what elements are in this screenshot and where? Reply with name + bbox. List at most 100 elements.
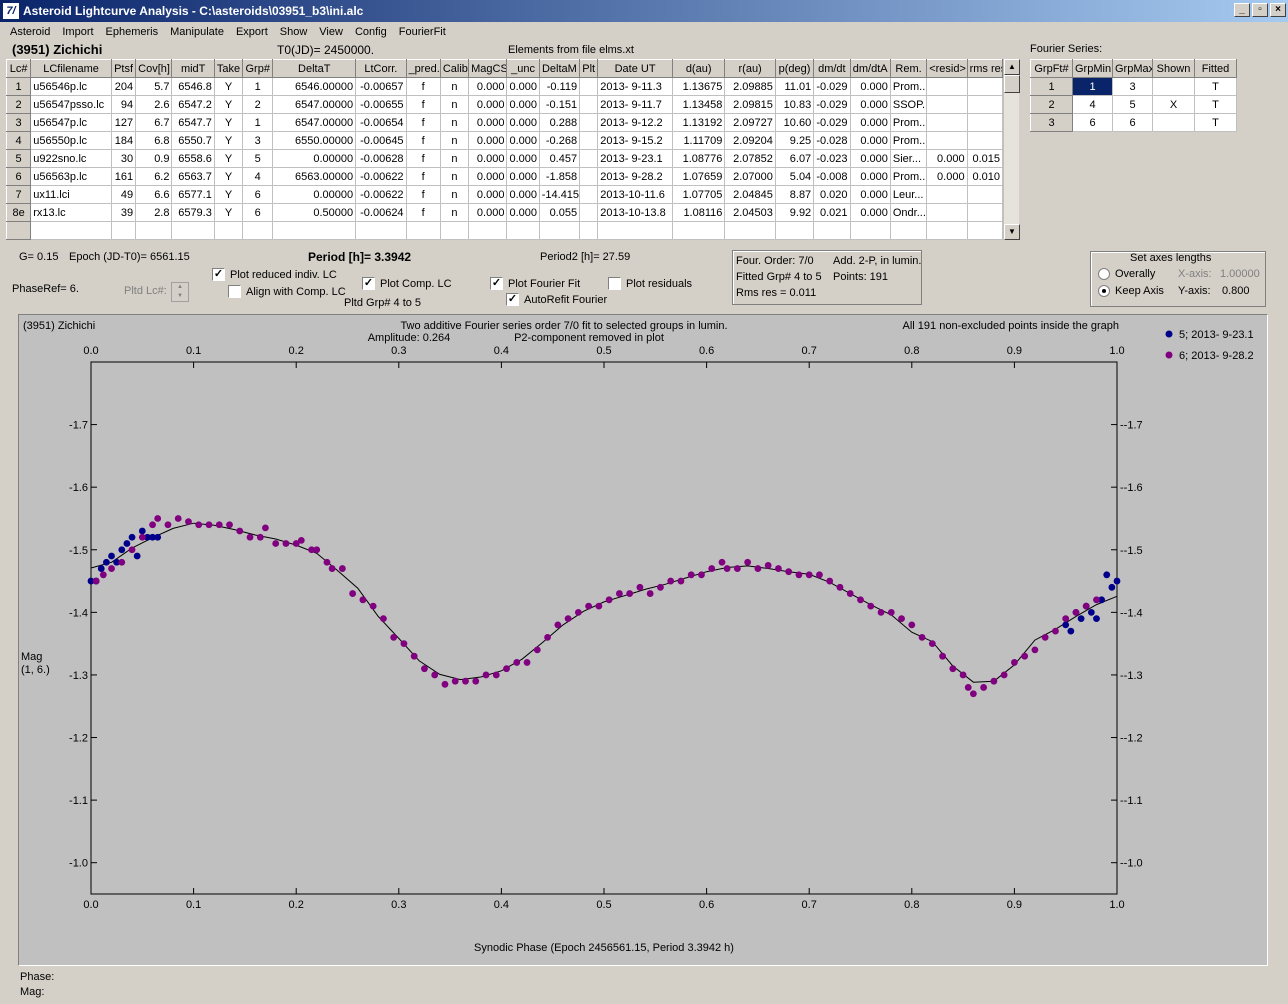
table-cell[interactable]	[889, 221, 928, 240]
column-header[interactable]: Plt	[579, 59, 599, 78]
column-header[interactable]: GrpMax	[1112, 59, 1153, 78]
table-cell[interactable]: SSOP...	[889, 95, 928, 114]
y-axis-value[interactable]: 0.800	[1222, 285, 1250, 297]
table-cell[interactable]: 0.288	[538, 113, 581, 132]
table-cell[interactable]: Sier...	[889, 149, 928, 168]
table-cell[interactable]: Y	[213, 95, 244, 114]
table-cell[interactable]: 2.04503	[724, 203, 776, 222]
table-cell[interactable]	[579, 149, 599, 168]
table-cell[interactable]	[966, 77, 1004, 96]
plot-comp-checkbox[interactable]: ✓ Plot Comp. LC	[362, 277, 452, 290]
table-cell[interactable]: 0.010	[966, 167, 1004, 186]
close-button[interactable]: ×	[1270, 3, 1286, 17]
table-cell[interactable]: -0.00622	[355, 185, 407, 204]
table-cell[interactable]: f	[405, 95, 441, 114]
table-cell[interactable]: n	[439, 149, 470, 168]
column-header[interactable]: MagCS	[468, 59, 508, 78]
autorefit-checkbox[interactable]: ✓ AutoRefit Fourier	[506, 293, 607, 306]
table-cell[interactable]: 4	[242, 167, 274, 186]
table-cell[interactable]: 0.000	[506, 167, 540, 186]
table-cell[interactable]: 6547.2	[171, 95, 215, 114]
table-cell[interactable]: u56547psso.lc	[30, 95, 112, 114]
table-cell[interactable]: f	[405, 185, 441, 204]
table-cell[interactable]: 0.000	[506, 185, 540, 204]
table-cell[interactable]: 39	[110, 203, 137, 222]
table-cell[interactable]: 161	[110, 167, 137, 186]
table-cell[interactable]	[272, 221, 357, 240]
table-cell[interactable]: -0.029	[813, 77, 851, 96]
table-cell[interactable]: 0.015	[966, 149, 1004, 168]
plot-residuals-checkbox[interactable]: Plot residuals	[608, 277, 692, 290]
column-header[interactable]: Ptsf	[110, 59, 137, 78]
table-cell[interactable]: n	[439, 113, 470, 132]
table-cell[interactable]: n	[439, 167, 470, 186]
table-cell[interactable]: 0.000	[506, 113, 540, 132]
table-cell[interactable]: Prom...	[889, 77, 928, 96]
table-cell[interactable]: 6	[1112, 113, 1153, 132]
row-header[interactable]: 2	[1030, 95, 1073, 114]
table-cell[interactable]: -0.029	[813, 95, 851, 114]
table-cell[interactable]	[538, 221, 581, 240]
table-cell[interactable]: 3	[242, 131, 274, 150]
table-cell[interactable]: 0.000	[849, 149, 891, 168]
row-header[interactable]: 3	[1030, 113, 1073, 132]
table-cell[interactable]: f	[405, 77, 441, 96]
column-header[interactable]: Date UT	[597, 59, 673, 78]
table-cell[interactable]: 2.09885	[724, 77, 776, 96]
menu-config[interactable]: Config	[354, 25, 387, 38]
table-cell[interactable]: 2013- 9-15.2	[597, 131, 673, 150]
column-header[interactable]: DeltaM	[538, 59, 581, 78]
table-cell[interactable]: 0.000	[506, 131, 540, 150]
table-cell[interactable]: Y	[213, 167, 244, 186]
pltd-lc-spinner[interactable]: ▲ ▼	[171, 282, 189, 302]
menu-show[interactable]: Show	[279, 25, 308, 38]
table-cell[interactable]: T	[1194, 77, 1237, 96]
table-cell[interactable]	[579, 131, 599, 150]
table-cell[interactable]: 6550.7	[171, 131, 215, 150]
table-cell[interactable]	[242, 221, 274, 240]
table-cell[interactable]: 2.6	[135, 95, 173, 114]
table-cell[interactable]: 0.055	[538, 203, 581, 222]
table-cell[interactable]: f	[405, 167, 441, 186]
table-cell[interactable]: 30	[110, 149, 137, 168]
table-scrollbar[interactable]: ▲ ▼	[1003, 59, 1020, 240]
table-cell[interactable]: 0.000	[506, 95, 540, 114]
table-cell[interactable]: Prom...	[889, 131, 928, 150]
plot-reduced-checkbox[interactable]: ✓ Plot reduced indiv. LC	[212, 268, 337, 281]
table-cell[interactable]: 0.000	[468, 77, 508, 96]
table-cell[interactable]: 0.000	[849, 185, 891, 204]
table-cell[interactable]: 10.83	[774, 95, 815, 114]
column-header[interactable]: <resid>	[926, 59, 968, 78]
column-header[interactable]: rms res	[966, 59, 1004, 78]
table-cell[interactable]: 0.000	[468, 131, 508, 150]
column-header[interactable]: Take	[213, 59, 244, 78]
table-row[interactable]: 1 u56546p.lc 204 5.7 6546.8 Y 1 6546.00000 -0.00…	[5, 77, 1004, 96]
table-cell[interactable]: 2013- 9-28.2	[597, 167, 673, 186]
table-cell[interactable]: 6.2	[135, 167, 173, 186]
table-cell[interactable]	[926, 203, 968, 222]
table-cell[interactable]: 6547.00000	[272, 113, 357, 132]
table-cell[interactable]: rx13.lc	[30, 203, 112, 222]
table-cell[interactable]	[171, 221, 215, 240]
table-cell[interactable]: 94	[110, 95, 137, 114]
table-cell[interactable]: n	[439, 95, 470, 114]
table-cell[interactable]: 0.000	[506, 203, 540, 222]
table-cell[interactable]: 0.00000	[272, 185, 357, 204]
table-cell[interactable]	[579, 167, 599, 186]
table-cell[interactable]: 2013- 9-23.1	[597, 149, 673, 168]
scroll-up-arrow-icon[interactable]: ▲	[1004, 59, 1020, 75]
table-cell[interactable]	[597, 221, 673, 240]
table-cell[interactable]: 49	[110, 185, 137, 204]
menu-import[interactable]: Import	[62, 25, 94, 38]
column-header[interactable]: Calib.	[439, 59, 470, 78]
table-cell[interactable]: Ondr...	[889, 203, 928, 222]
table-cell[interactable]: u922sno.lc	[30, 149, 112, 168]
table-cell[interactable]: Y	[213, 149, 244, 168]
table-cell[interactable]: n	[439, 131, 470, 150]
menu-ephemeris[interactable]: Ephemeris	[105, 25, 159, 38]
table-cell[interactable]: 6546.00000	[272, 77, 357, 96]
table-cell[interactable]	[966, 203, 1004, 222]
table-cell[interactable]: 5	[1112, 95, 1153, 114]
